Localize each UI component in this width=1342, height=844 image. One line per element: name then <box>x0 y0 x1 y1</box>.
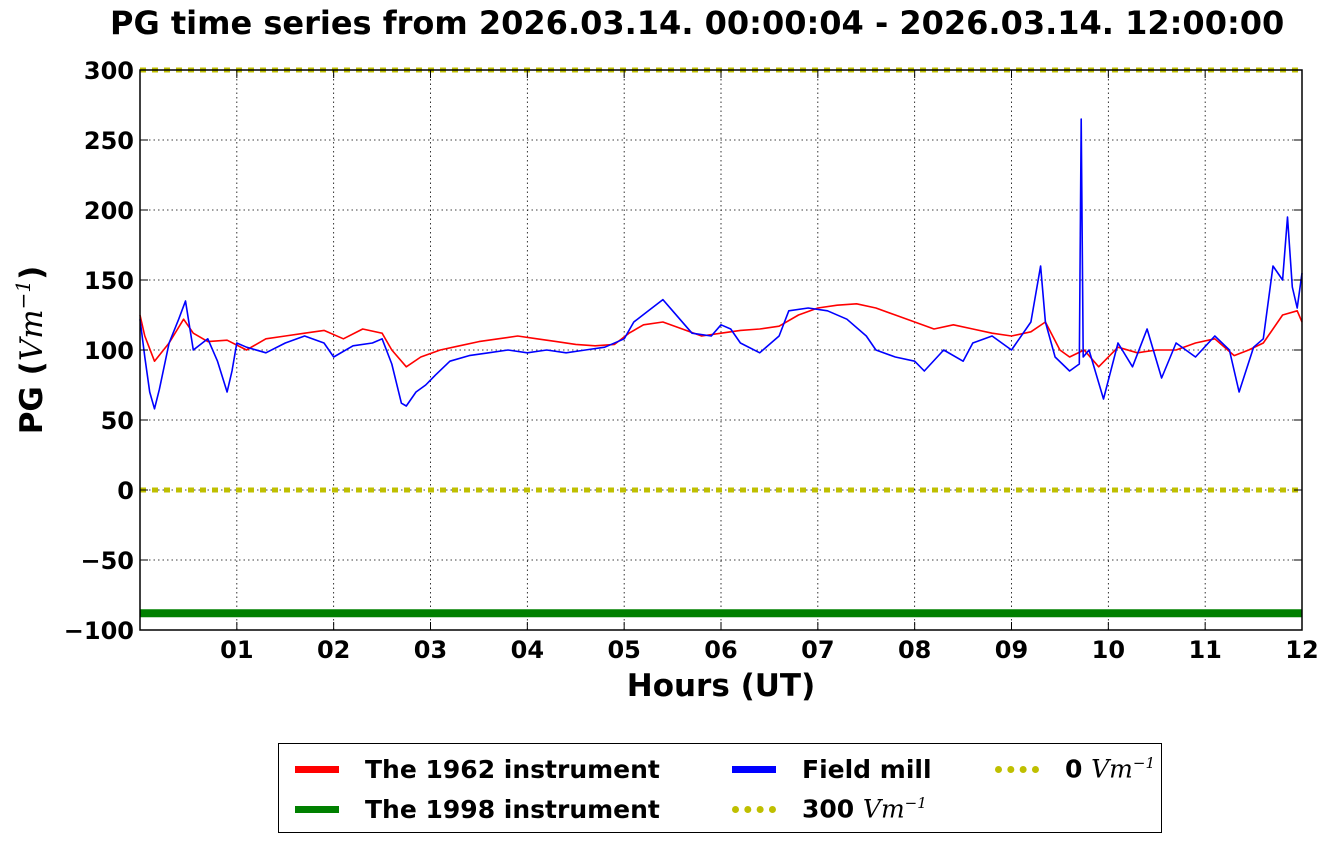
legend-item-300: 300 Vm−1 <box>732 792 927 826</box>
legend-label-300: 300 Vm−1 <box>802 794 927 824</box>
legend-item-1998: The 1998 instrument <box>295 792 660 826</box>
y-axis-label-unit: Vm <box>14 309 50 361</box>
y-tick-label: 100 <box>84 337 134 365</box>
x-tick-label: 10 <box>1092 636 1125 664</box>
x-tick-label: 07 <box>801 636 834 664</box>
legend-swatch-300 <box>732 805 776 813</box>
legend-label-1962: The 1962 instrument <box>365 754 660 784</box>
x-tick-label: 02 <box>317 636 350 664</box>
x-axis-label: Hours (UT) <box>627 668 816 704</box>
y-axis-label-suffix: ) <box>14 266 50 280</box>
legend-swatch-field-mill <box>732 765 776 773</box>
legend-swatch-0 <box>995 765 1039 773</box>
legend-label-1998: The 1998 instrument <box>365 794 660 824</box>
y-tick-label: 150 <box>84 267 134 295</box>
x-tick-label: 08 <box>898 636 931 664</box>
tick-layer: −100 −50 0 50 100 150 200 250 300 01 02 03 04 05 06 07 0… <box>64 57 1319 664</box>
legend-label-field-mill: Field mill <box>802 754 932 784</box>
legend-swatch-1962 <box>295 765 339 773</box>
y-tick-label: 300 <box>84 57 134 85</box>
chart-title: PG time series from 2026.03.14. 00:00:04… <box>110 4 1285 42</box>
legend-item-0: 0 Vm−1 <box>995 752 1155 786</box>
legend-swatch-1998 <box>295 805 339 813</box>
y-axis-label-prefix: PG ( <box>14 361 50 434</box>
legend-label-0: 0 Vm−1 <box>1065 754 1156 784</box>
x-tick-label: 11 <box>1188 636 1221 664</box>
legend: The 1962 instrument The 1998 instrument … <box>278 743 1162 833</box>
x-tick-label: 09 <box>995 636 1028 664</box>
x-tick-label: 05 <box>607 636 640 664</box>
legend-item-field-mill: Field mill <box>732 752 932 786</box>
series-line-field-mill <box>139 118 1303 410</box>
series-line-the-1962-instrument <box>139 302 1303 368</box>
legend-item-1962: The 1962 instrument <box>295 752 660 786</box>
y-tick-label: 50 <box>101 407 134 435</box>
x-tick-label: 12 <box>1285 636 1318 664</box>
x-tick-label: 04 <box>511 636 544 664</box>
y-tick-label: 250 <box>84 127 134 155</box>
y-axis-label: PG (Vm−1) <box>11 266 50 435</box>
y-tick-label: 200 <box>84 197 134 225</box>
x-tick-label: 03 <box>414 636 447 664</box>
x-tick-label: 06 <box>704 636 737 664</box>
y-tick-label: −50 <box>80 547 134 575</box>
y-tick-label: 0 <box>117 477 134 505</box>
y-tick-label: −100 <box>64 617 134 645</box>
y-axis-label-exp: −1 <box>11 280 35 309</box>
x-tick-label: 01 <box>220 636 253 664</box>
